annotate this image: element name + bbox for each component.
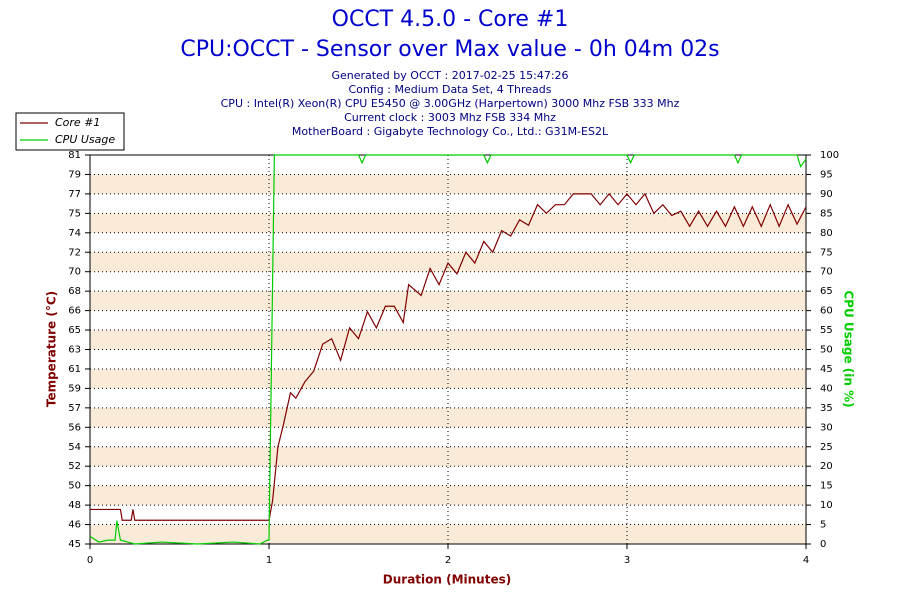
plot-band bbox=[90, 427, 806, 447]
info-line: Generated by OCCT : 2017-02-25 15:47:26 bbox=[331, 69, 568, 82]
plot-band bbox=[90, 271, 806, 292]
y-tick-label: 68 bbox=[68, 286, 81, 297]
y2-tick-label: 65 bbox=[820, 286, 833, 297]
y2-tick-label: 35 bbox=[820, 403, 833, 414]
chart-title: OCCT 4.5.0 - Core #1 bbox=[332, 7, 569, 32]
y-tick-label: 74 bbox=[68, 228, 81, 239]
legend-label: Core #1 bbox=[55, 116, 100, 129]
x-tick-label: 4 bbox=[803, 555, 809, 566]
y-tick-label: 81 bbox=[68, 150, 81, 161]
y2-tick-label: 100 bbox=[820, 150, 839, 161]
y2-tick-label: 80 bbox=[820, 228, 833, 239]
legend bbox=[15, 112, 125, 151]
y-tick-label: 70 bbox=[68, 267, 81, 278]
y2-tick-label: 60 bbox=[820, 306, 833, 317]
y-tick-label: 75 bbox=[68, 208, 81, 219]
y2-tick-label: 25 bbox=[820, 442, 833, 453]
y2-tick-label: 10 bbox=[820, 500, 833, 511]
plot-band bbox=[90, 407, 806, 428]
y-tick-label: 52 bbox=[68, 461, 81, 472]
y-tick-label: 63 bbox=[68, 345, 81, 356]
x-axis-label: Duration (Minutes) bbox=[383, 573, 511, 587]
x-tick-label: 2 bbox=[445, 555, 451, 566]
y2-tick-label: 75 bbox=[820, 247, 833, 258]
y2-tick-label: 50 bbox=[820, 345, 833, 356]
y-tick-label: 72 bbox=[68, 247, 81, 258]
y-tick-label: 59 bbox=[68, 383, 81, 394]
y-tick-label: 56 bbox=[68, 422, 81, 433]
x-tick-label: 0 bbox=[87, 555, 93, 566]
y2-tick-label: 95 bbox=[820, 169, 833, 180]
info-line: MotherBoard : Gigabyte Technology Co., L… bbox=[292, 125, 609, 138]
x-tick-label: 1 bbox=[266, 555, 272, 566]
y2-tick-label: 85 bbox=[820, 208, 833, 219]
plot-band bbox=[90, 252, 806, 272]
y-tick-label: 48 bbox=[68, 500, 81, 511]
y2-tick-label: 5 bbox=[820, 520, 826, 531]
y-tick-label: 77 bbox=[68, 189, 81, 200]
series-line bbox=[90, 192, 807, 521]
y-tick-label: 65 bbox=[68, 325, 81, 336]
y-tick-label: 57 bbox=[68, 403, 81, 414]
y2-tick-label: 90 bbox=[820, 189, 833, 200]
y2-tick-label: 20 bbox=[820, 461, 833, 472]
chart-subtitle: CPU:OCCT - Sensor over Max value - 0h 04… bbox=[180, 37, 719, 62]
y-tick-label: 54 bbox=[68, 442, 81, 453]
info-line: Config : Medium Data Set, 4 Threads bbox=[349, 83, 552, 96]
y-tick-label: 66 bbox=[68, 306, 81, 317]
y2-axis-label: CPU Usage (in %) bbox=[842, 290, 856, 407]
y2-tick-label: 40 bbox=[820, 383, 833, 394]
y-tick-label: 61 bbox=[68, 364, 81, 375]
y2-tick-label: 70 bbox=[820, 267, 833, 278]
series-line bbox=[89, 154, 807, 545]
y-tick-label: 50 bbox=[68, 481, 81, 492]
x-tick-label: 3 bbox=[624, 555, 630, 566]
y-tick-label: 45 bbox=[68, 539, 81, 550]
y2-tick-label: 30 bbox=[820, 422, 833, 433]
legend-label: CPU Usage bbox=[55, 133, 115, 146]
plot-band bbox=[90, 505, 806, 525]
y-axis-label: Temperature (°C) bbox=[45, 291, 59, 407]
info-line: CPU : Intel(R) Xeon(R) CPU E5450 @ 3.00G… bbox=[221, 97, 680, 110]
info-line: Current clock : 3003 Mhz FSB 334 Mhz bbox=[344, 111, 556, 124]
plot-band bbox=[90, 174, 806, 194]
y-tick-label: 46 bbox=[68, 520, 81, 531]
y2-tick-label: 55 bbox=[820, 325, 833, 336]
y-tick-label: 79 bbox=[68, 169, 81, 180]
y2-tick-label: 0 bbox=[820, 539, 826, 550]
y2-tick-label: 45 bbox=[820, 364, 833, 375]
plot-band bbox=[90, 388, 806, 408]
plot-band bbox=[90, 291, 806, 311]
y2-tick-label: 15 bbox=[820, 481, 833, 492]
